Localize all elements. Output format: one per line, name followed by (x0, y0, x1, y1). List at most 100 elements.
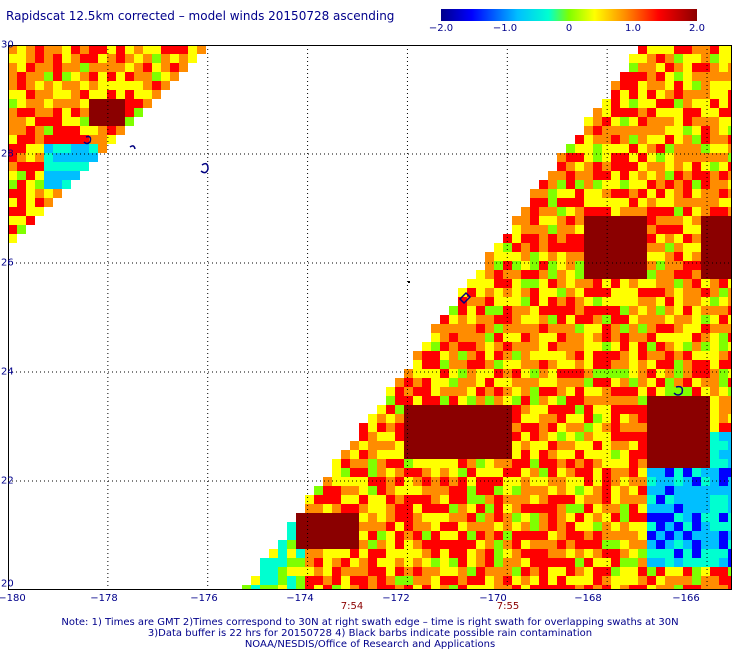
wind-difference-cell (440, 468, 449, 477)
wind-difference-cell (665, 315, 674, 324)
wind-difference-cell (548, 288, 557, 297)
wind-difference-cell (710, 162, 719, 171)
wind-difference-cell (602, 225, 611, 234)
wind-difference-cell (530, 360, 539, 369)
wind-difference-cell (701, 423, 710, 432)
wind-difference-cell (152, 45, 161, 54)
wind-difference-cell (476, 468, 485, 477)
wind-difference-cell (620, 504, 629, 513)
wind-difference-cell (8, 216, 17, 225)
wind-difference-cell (494, 504, 503, 513)
wind-difference-cell (638, 261, 647, 270)
wind-difference-cell (719, 126, 728, 135)
wind-difference-cell (521, 324, 530, 333)
wind-difference-cell (359, 540, 368, 549)
wind-difference-cell (548, 234, 557, 243)
wind-difference-cell (467, 414, 476, 423)
wind-difference-cell (530, 297, 539, 306)
wind-difference-cell (638, 108, 647, 117)
wind-difference-cell (521, 531, 530, 540)
wind-difference-cell (548, 216, 557, 225)
wind-difference-cell (341, 477, 350, 486)
wind-difference-cell (494, 576, 503, 585)
wind-difference-cell (710, 297, 719, 306)
wind-difference-cell (692, 54, 701, 63)
wind-difference-cell (584, 414, 593, 423)
wind-difference-cell (458, 459, 467, 468)
wind-difference-cell (710, 198, 719, 207)
wind-difference-cell (683, 216, 692, 225)
wind-difference-cell (413, 405, 422, 414)
wind-difference-cell (404, 369, 413, 378)
wind-difference-cell (449, 405, 458, 414)
wind-difference-cell (413, 567, 422, 576)
wind-difference-cell (719, 90, 728, 99)
wind-difference-cell (620, 531, 629, 540)
wind-difference-cell (674, 153, 683, 162)
wind-difference-cell (611, 324, 620, 333)
wind-difference-cell (656, 180, 665, 189)
wind-difference-cell (170, 63, 179, 72)
wind-difference-cell (476, 378, 485, 387)
wind-difference-cell (476, 549, 485, 558)
wind-difference-cell (665, 531, 674, 540)
wind-difference-cell (548, 207, 557, 216)
wind-difference-cell (494, 567, 503, 576)
wind-difference-cell (611, 405, 620, 414)
wind-difference-cell (692, 99, 701, 108)
wind-difference-cell (683, 450, 692, 459)
wind-difference-cell (602, 396, 611, 405)
wind-difference-cell (440, 405, 449, 414)
wind-difference-cell (638, 162, 647, 171)
wind-difference-cell (665, 468, 674, 477)
wind-difference-cell (647, 585, 656, 590)
wind-difference-cell (584, 504, 593, 513)
wind-difference-cell (530, 351, 539, 360)
wind-difference-cell (485, 477, 494, 486)
colorbar-tick-label: −2.0 (428, 23, 454, 34)
wind-difference-cell (557, 432, 566, 441)
wind-difference-cell (521, 522, 530, 531)
wind-difference-cell (440, 495, 449, 504)
wind-difference-cell (413, 450, 422, 459)
wind-difference-cell (80, 45, 89, 54)
wind-difference-cell (557, 234, 566, 243)
wind-difference-cell (539, 243, 548, 252)
wind-difference-cell (467, 315, 476, 324)
wind-difference-cell (557, 225, 566, 234)
wind-difference-cell (485, 360, 494, 369)
wind-difference-cell (98, 144, 107, 153)
wind-difference-cell (611, 117, 620, 126)
wind-difference-cell (449, 567, 458, 576)
wind-difference-cell (143, 81, 152, 90)
wind-difference-cell (422, 369, 431, 378)
wind-difference-cell (620, 585, 629, 590)
wind-difference-cell (683, 117, 692, 126)
wind-difference-cell (395, 504, 404, 513)
wind-difference-cell (674, 297, 683, 306)
wind-difference-cell (548, 180, 557, 189)
wind-difference-cell (593, 360, 602, 369)
wind-difference-cell (548, 243, 557, 252)
wind-difference-cell (728, 450, 732, 459)
wind-difference-cell (422, 378, 431, 387)
wind-difference-cell (422, 567, 431, 576)
wind-difference-cell (584, 207, 593, 216)
wind-difference-cell (377, 486, 386, 495)
wind-difference-cell (566, 387, 575, 396)
wind-difference-cell (593, 558, 602, 567)
wind-difference-cell (728, 360, 732, 369)
wind-difference-cell (692, 207, 701, 216)
wind-difference-cell (701, 315, 710, 324)
wind-difference-cell (719, 549, 728, 558)
wind-difference-cell (278, 540, 287, 549)
wind-difference-cell (287, 540, 296, 549)
wind-difference-cell (647, 72, 656, 81)
wind-difference-cell (440, 540, 449, 549)
wind-difference-cell (107, 72, 116, 81)
wind-difference-cell (476, 324, 485, 333)
wind-difference-cell (341, 513, 350, 522)
wind-difference-cell (467, 342, 476, 351)
wind-difference-cell (26, 135, 35, 144)
wind-difference-cell (710, 486, 719, 495)
